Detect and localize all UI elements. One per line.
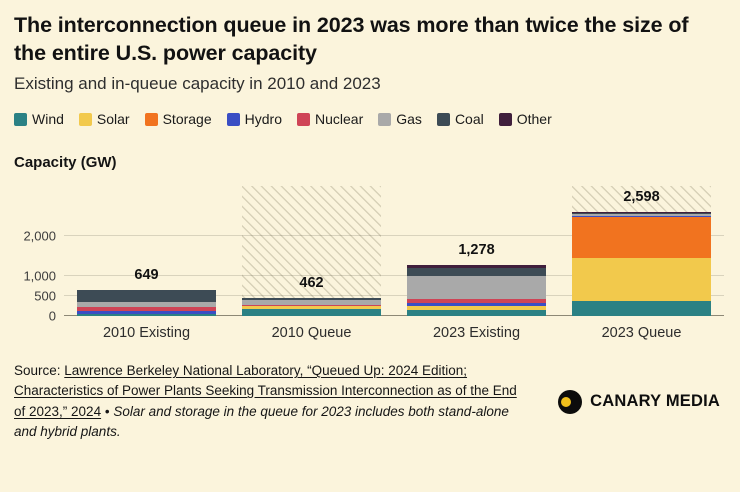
y-tick-label: 1,000 — [23, 268, 56, 284]
segment-coal — [407, 268, 546, 276]
gridline-1000 — [64, 275, 724, 277]
plot-row: 0 500 1,000 2,000 649 462 1,278 2,598 — [14, 186, 724, 324]
legend-label: Hydro — [244, 111, 282, 128]
segment-hydro — [407, 302, 546, 306]
legend-swatch-solar — [78, 112, 92, 126]
legend-label: Other — [516, 111, 552, 128]
footer: Source: Lawrence Berkeley National Labor… — [14, 361, 724, 442]
source-note: Solar and storage in the queue for 2023 … — [14, 403, 509, 439]
queue-hatch-background — [242, 186, 381, 317]
gridline-2000 — [64, 235, 724, 237]
legend-label: Nuclear — [315, 111, 364, 128]
legend-swatch-hydro — [226, 112, 240, 126]
x-axis-label-2010-queue: 2010 Queue — [271, 325, 352, 342]
bar-total-label: 649 — [134, 267, 159, 284]
brand: CANARY MEDIA — [558, 389, 720, 414]
x-axis-label-2023-existing: 2023 Existing — [432, 325, 521, 342]
legend-swatch-storage — [144, 112, 158, 126]
source-separator: • — [101, 403, 114, 419]
segment-nuclear — [242, 304, 381, 306]
legend-item-solar: Solar — [78, 111, 130, 128]
x-axis-label-2010-existing: 2010 Existing — [102, 325, 191, 342]
gridline-500 — [64, 295, 724, 297]
legend-item-wind: Wind — [14, 111, 64, 127]
segment-other — [572, 212, 711, 213]
stacked-bar-2010-queue — [242, 297, 381, 317]
legend-item-gas: Gas — [378, 111, 422, 127]
stacked-bar-2023-queue — [572, 212, 711, 317]
stacked-bar-2010-existing — [77, 290, 216, 317]
legend: Wind Solar Storage Hydro Nuclear Gas Coal Other — [14, 111, 724, 127]
y-tick-label: 500 — [34, 288, 56, 304]
segment-solar — [572, 257, 711, 302]
bar-chart: 0 500 1,000 2,000 649 462 1,278 2,598 2010 Exi… — [14, 186, 724, 341]
segment-nuclear — [77, 307, 216, 312]
segment-gas — [407, 276, 546, 299]
bar-total-label: 2,598 — [623, 189, 660, 206]
y-tick-label: 2,000 — [23, 228, 56, 244]
canary-media-logo-icon — [558, 389, 583, 414]
segment-wind — [242, 308, 381, 317]
legend-swatch-other — [498, 112, 512, 126]
segment-gas — [242, 299, 381, 305]
segment-hydro — [77, 311, 216, 315]
legend-item-nuclear: Nuclear — [297, 111, 363, 127]
legend-item-other: Other — [498, 111, 552, 128]
bar-total-label: 1,278 — [458, 241, 495, 258]
legend-item-coal: Coal — [436, 111, 484, 128]
segment-coal — [77, 290, 216, 302]
segment-nuclear — [407, 298, 546, 303]
x-axis-labels: 2010 Existing 2010 Queue 2023 Existing 2023… — [64, 325, 724, 341]
y-axis-title: Capacity (GW) — [14, 154, 117, 172]
x-axis-label-2023-queue: 2023 Queue — [601, 325, 682, 342]
segment-storage — [407, 305, 546, 307]
bar-total-label: 462 — [299, 274, 324, 291]
page-subtitle: Existing and in-queue capacity in 2010 a… — [14, 74, 381, 94]
bar-column-2010-queue: 462 — [229, 186, 394, 317]
y-axis: 0 500 1,000 2,000 — [14, 186, 64, 324]
bar-column-2023-existing: 1,278 — [394, 186, 559, 317]
legend-item-storage: Storage — [144, 111, 212, 128]
bar-column-2010-existing: 649 — [64, 186, 229, 317]
legend-label: Solar — [96, 111, 130, 128]
segment-wind — [407, 310, 546, 317]
segment-gas — [77, 301, 216, 308]
legend-swatch-coal — [436, 112, 450, 126]
legend-label: Coal — [454, 111, 484, 128]
segment-coal — [572, 212, 711, 214]
legend-label: Storage — [162, 111, 212, 128]
legend-swatch-gas — [378, 112, 392, 126]
legend-item-hydro: Hydro — [226, 111, 282, 128]
segment-solar — [242, 306, 381, 309]
bar-columns: 649 462 1,278 2,598 — [64, 186, 724, 317]
y-tick-label: 0 — [48, 308, 56, 324]
axis-baseline — [64, 315, 724, 317]
segment-gas — [572, 213, 711, 217]
legend-swatch-wind — [14, 112, 27, 126]
source-link[interactable]: Lawrence Berkeley National Laboratory, “… — [14, 363, 517, 419]
brand-name: CANARY MEDIA — [590, 392, 720, 411]
source-prefix: Source: — [14, 363, 65, 379]
stacked-bar-2023-existing — [407, 264, 546, 317]
chart-card: The interconnection queue in 2023 was mo… — [14, 13, 724, 442]
segment-wind — [572, 301, 711, 317]
segment-other — [242, 297, 381, 299]
source-text: Source: Lawrence Berkeley National Labor… — [14, 361, 522, 442]
page-title: The interconnection queue in 2023 was mo… — [14, 13, 689, 65]
bar-column-2023-queue: 2,598 — [559, 186, 724, 317]
segment-other — [407, 264, 546, 269]
legend-label: Wind — [32, 111, 64, 128]
legend-swatch-nuclear — [297, 112, 310, 126]
segment-wind — [77, 314, 216, 317]
segment-solar — [407, 306, 546, 311]
legend-label: Gas — [396, 111, 422, 128]
segment-coal — [242, 298, 381, 300]
plot-area: 649 462 1,278 2,598 — [64, 186, 724, 317]
segment-storage — [572, 216, 711, 258]
